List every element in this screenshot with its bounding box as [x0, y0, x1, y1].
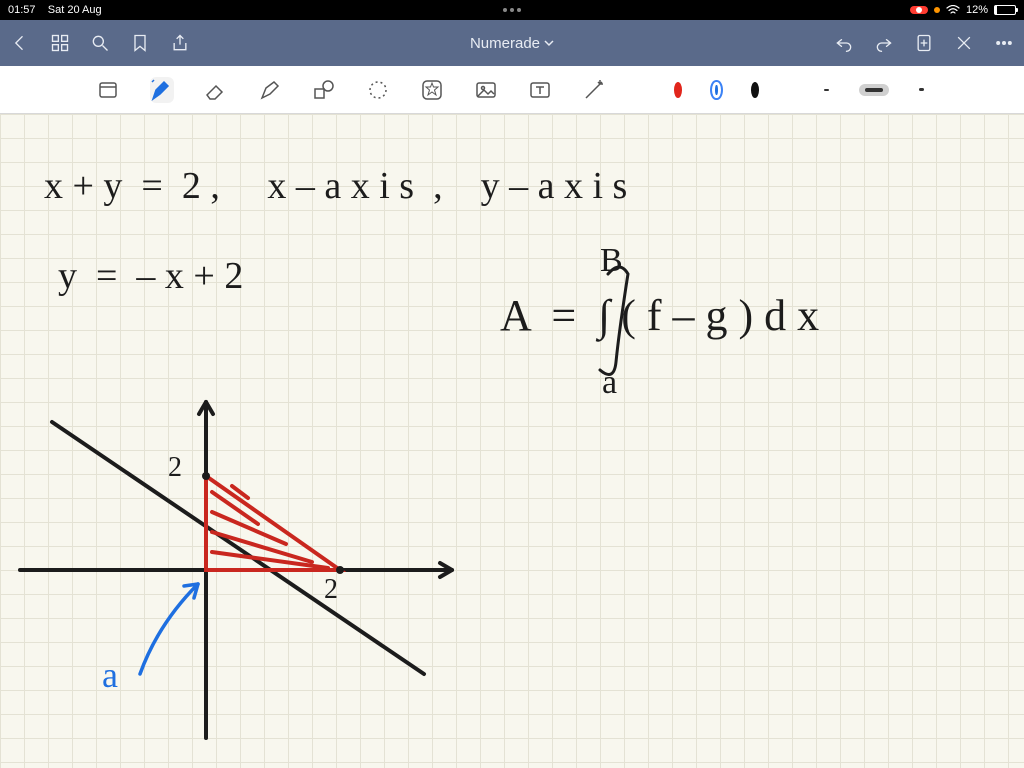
tool-lasso[interactable]: [366, 77, 390, 103]
tool-text[interactable]: [528, 77, 552, 103]
mic-in-use-dot: [934, 7, 940, 13]
add-page-icon[interactable]: [914, 33, 934, 53]
note-canvas[interactable]: x + y = 2 , x – a x i s , y – a x i s y …: [0, 114, 1024, 768]
share-icon[interactable]: [170, 33, 190, 53]
ink-layer: [0, 114, 1024, 768]
tool-sticker[interactable]: [420, 77, 444, 103]
grid-icon[interactable]: [50, 33, 70, 53]
color-blue[interactable]: [712, 82, 720, 98]
undo-icon[interactable]: [834, 33, 854, 53]
tool-laser[interactable]: [582, 77, 606, 103]
doc-title[interactable]: Numerade: [470, 35, 554, 52]
doc-title-text: Numerade: [470, 35, 540, 52]
tool-pen[interactable]: [150, 77, 174, 103]
bookmark-icon[interactable]: [130, 33, 150, 53]
tool-bar: [0, 66, 1024, 114]
wifi-icon: [946, 5, 960, 15]
status-time: 01:57: [8, 4, 36, 16]
tool-shapes[interactable]: [312, 77, 336, 103]
status-bar: 01:57 Sat 20 Aug 12%: [0, 0, 1024, 20]
tool-highlighter[interactable]: [258, 77, 282, 103]
chevron-down-icon: [544, 38, 554, 48]
color-red[interactable]: [674, 82, 682, 98]
tool-read[interactable]: [96, 77, 120, 103]
tool-image[interactable]: [474, 77, 498, 103]
status-right: 12%: [910, 4, 1016, 16]
close-icon[interactable]: [954, 33, 974, 53]
back-icon[interactable]: [10, 33, 30, 53]
thickness-small[interactable]: [824, 89, 829, 91]
multitask-dots[interactable]: [503, 8, 521, 12]
status-date: Sat 20 Aug: [48, 4, 102, 16]
redo-icon[interactable]: [874, 33, 894, 53]
screen-record-indicator[interactable]: [910, 6, 928, 14]
search-icon[interactable]: [90, 33, 110, 53]
status-left: 01:57 Sat 20 Aug: [8, 4, 102, 16]
more-icon[interactable]: [994, 33, 1014, 53]
title-bar: Numerade: [0, 20, 1024, 66]
battery-pct: 12%: [966, 4, 988, 16]
color-black[interactable]: [751, 82, 759, 98]
thickness-medium[interactable]: [859, 84, 889, 96]
thickness-large[interactable]: [919, 88, 924, 91]
tool-eraser[interactable]: [204, 77, 228, 103]
battery-icon: [994, 5, 1016, 15]
